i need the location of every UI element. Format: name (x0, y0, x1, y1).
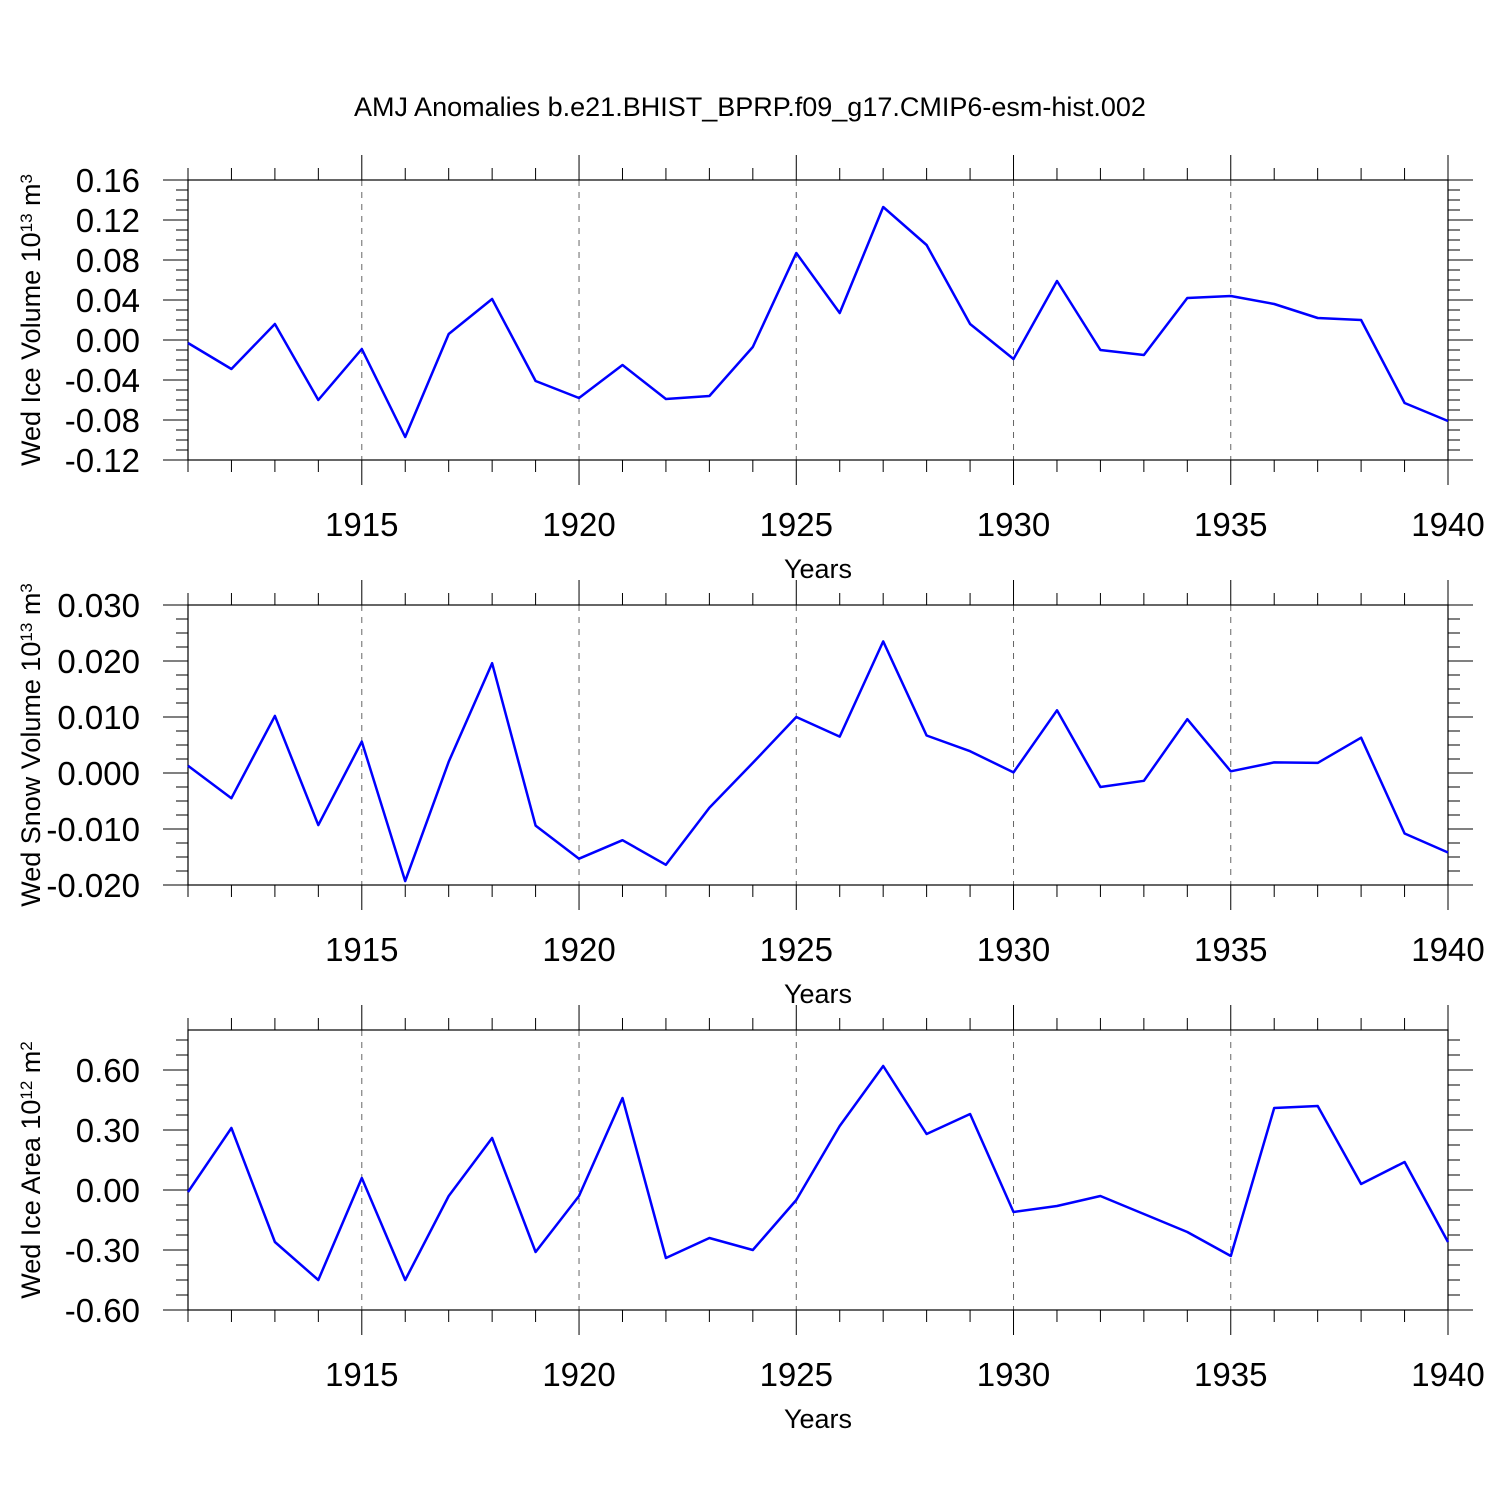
y-tick-label: -0.04 (65, 362, 140, 399)
y-axis-label: Wed Ice Volume 1013 m3 (16, 174, 46, 466)
x-tick-label: 1935 (1194, 1356, 1267, 1393)
x-tick-label: 1930 (977, 506, 1050, 543)
y-tick-label: 0.00 (76, 1172, 140, 1209)
plot-frame (187, 179, 1449, 461)
y-tick-label: 0.020 (57, 643, 140, 680)
y-tick-label: 0.16 (76, 162, 140, 199)
x-axis-label: Years (784, 554, 852, 584)
y-tick-label: -0.08 (65, 402, 140, 439)
y-tick-label: 0.000 (57, 755, 140, 792)
x-tick-label: 1920 (542, 506, 615, 543)
x-tick-label: 1940 (1411, 506, 1484, 543)
x-tick-label: 1920 (542, 1356, 615, 1393)
x-tick-label: 1930 (977, 931, 1050, 968)
panel-2: 1915 1920 1925 1930 1935 1940 0.030 0.020 0.010 0… (16, 580, 1485, 1009)
y-tick-label: 0.030 (57, 587, 140, 624)
y-tick-label: 0.60 (76, 1052, 140, 1089)
x-tick-label: 1930 (977, 1356, 1050, 1393)
x-tick-label: 1920 (542, 931, 615, 968)
x-axis-label: Years (784, 979, 852, 1009)
x-tick-label: 1940 (1411, 931, 1484, 968)
y-tick-label: 0.010 (57, 699, 140, 736)
x-tick-label: 1925 (760, 931, 833, 968)
y-tick-label: 0.08 (76, 242, 140, 279)
plot-frame (187, 604, 1449, 886)
y-tick-label: -0.12 (65, 442, 140, 479)
x-tick-label: 1935 (1194, 931, 1267, 968)
y-tick-label: 0.12 (76, 202, 140, 239)
chart-panels: 1915 1920 1925 1930 1935 1940 0.160.120.080.04… (16, 155, 1485, 1434)
y-tick-label: -0.010 (46, 811, 140, 848)
panel-1: 1915 1920 1925 1930 1935 1940 0.160.120.080.04… (16, 155, 1485, 584)
y-tick-label: -0.30 (65, 1232, 140, 1269)
series-line (187, 205, 1449, 439)
x-tick-label: 1925 (760, 1356, 833, 1393)
y-tick-label: 0.30 (76, 1112, 140, 1149)
x-tick-label: 1925 (760, 506, 833, 543)
x-tick-label: 1940 (1411, 1356, 1484, 1393)
y-axis-label: Wed Ice Area 1012 m2 (16, 1041, 46, 1299)
y-tick-label: -0.60 (65, 1292, 140, 1329)
y-tick-label: 0.04 (76, 282, 140, 319)
x-tick-label: 1915 (325, 506, 398, 543)
plot-frame (187, 1029, 1449, 1311)
y-tick-label: 0.00 (76, 322, 140, 359)
x-tick-label: 1935 (1194, 506, 1267, 543)
x-tick-label: 1915 (325, 1356, 398, 1393)
y-axis-label: Wed Snow Volume 1013 m3 (16, 583, 46, 907)
series-line (187, 640, 1449, 883)
chart-title: AMJ Anomalies b.e21.BHIST_BPRP.f09_g17.C… (354, 92, 1146, 122)
series-line (186, 1064, 1450, 1282)
x-axis-label: Years (784, 1404, 852, 1434)
y-tick-label: -0.020 (46, 867, 140, 904)
panel-3: 1915 1920 1925 1930 1935 1940 0.60 0.30 0.00 -0.3… (16, 1005, 1485, 1434)
x-tick-label: 1915 (325, 931, 398, 968)
